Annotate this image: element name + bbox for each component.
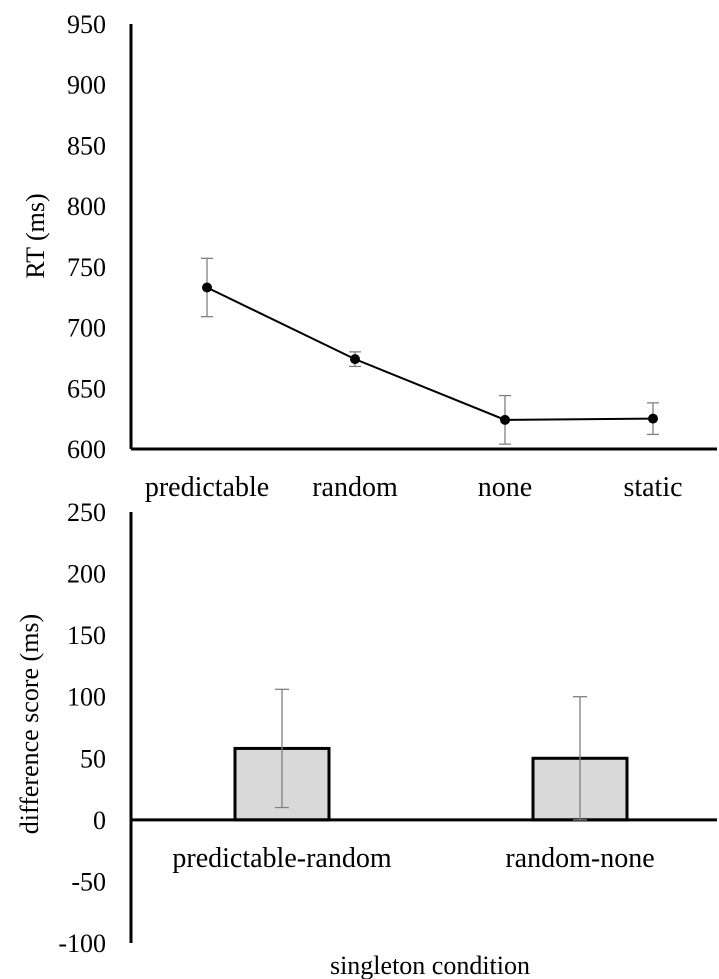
bottom-x-axis-title: singleton condition bbox=[330, 951, 530, 979]
top-x-tick-label: none bbox=[478, 472, 532, 503]
rt-data-point bbox=[500, 414, 510, 425]
bottom-y-axis-title: difference score (ms) bbox=[15, 614, 44, 834]
bottom-y-tick-label: 50 bbox=[80, 744, 106, 773]
top-y-tick-label: 950 bbox=[67, 10, 106, 39]
difference-bar-chart: -100 -50 0 50 100 150 200 250 predictable-random… bbox=[58, 498, 717, 958]
top-y-tick-label: 850 bbox=[67, 131, 106, 160]
bottom-y-tick-label: 200 bbox=[67, 560, 106, 589]
rt-data-point bbox=[350, 354, 360, 365]
top-y-tick-label: 900 bbox=[67, 71, 106, 100]
bottom-y-tick-label: -50 bbox=[71, 867, 106, 896]
rt-data-point bbox=[202, 282, 212, 293]
rt-series-line bbox=[206, 286, 654, 421]
bottom-x-tick-label: predictable-random bbox=[172, 843, 391, 874]
top-x-tick-label: predictable bbox=[145, 472, 269, 503]
bottom-y-tick-label: 250 bbox=[67, 498, 106, 527]
rt-line-chart: 600 650 700 750 800 850 900 950 predictable rando… bbox=[67, 10, 717, 503]
top-x-tick-label: random bbox=[312, 472, 398, 503]
bottom-y-tick-label: 150 bbox=[67, 621, 106, 650]
top-y-tick-label: 600 bbox=[67, 435, 106, 464]
bottom-y-tick-label: 0 bbox=[93, 806, 106, 835]
rt-data-point bbox=[648, 413, 658, 424]
bottom-x-tick-label: random-none bbox=[505, 843, 654, 874]
bottom-y-tick-label: 100 bbox=[67, 683, 106, 712]
top-y-tick-label: 650 bbox=[67, 374, 106, 403]
top-y-tick-label: 700 bbox=[67, 314, 106, 343]
top-y-tick-label: 800 bbox=[67, 192, 106, 221]
top-x-tick-label: static bbox=[623, 472, 682, 503]
bottom-y-tick-label: -100 bbox=[58, 929, 106, 958]
top-y-tick-label: 750 bbox=[67, 253, 106, 282]
top-y-axis-title: RT (ms) bbox=[21, 193, 50, 278]
